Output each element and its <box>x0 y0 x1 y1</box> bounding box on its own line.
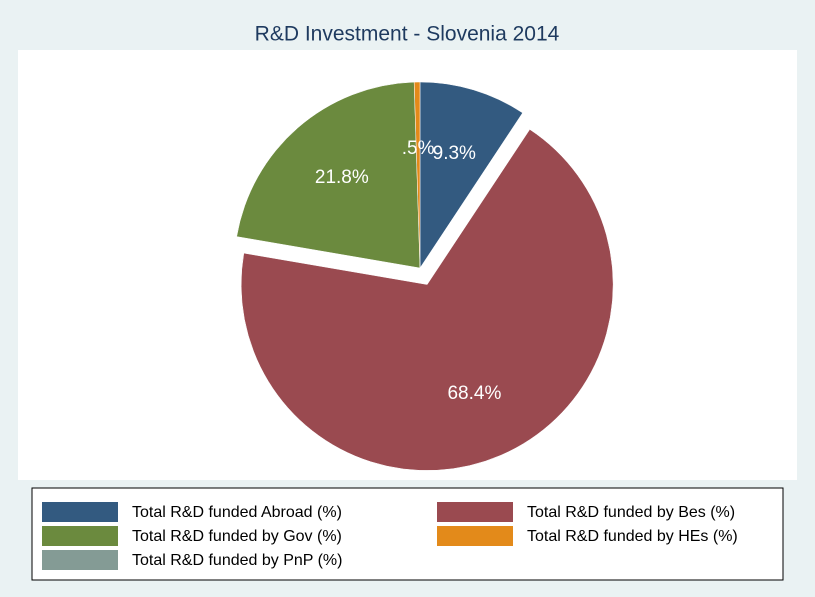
pie-slice <box>419 81 523 269</box>
legend-swatch <box>42 550 118 570</box>
legend-label: Total R&D funded by Gov (%) <box>132 528 342 545</box>
pie-slice <box>236 81 421 269</box>
data-label: 21.8% <box>315 167 369 188</box>
legend-swatch <box>437 526 513 546</box>
legend-label: Total R&D funded by PnP (%) <box>132 552 342 569</box>
data-label: 68.4% <box>447 383 501 404</box>
legend-label: Total R&D funded by HEs (%) <box>527 528 738 545</box>
data-label: 9.3% <box>433 143 476 164</box>
legend-label: Total R&D funded Abroad (%) <box>132 504 342 521</box>
legend-box <box>31 487 784 581</box>
data-label: .5% <box>402 138 435 159</box>
legend-label: Total R&D funded by Bes (%) <box>527 504 735 521</box>
legend-swatch <box>42 526 118 546</box>
pie-slice <box>240 129 614 471</box>
legend-swatch <box>437 502 513 522</box>
pie-slice <box>413 81 421 269</box>
chart-title: R&D Investment - Slovenia 2014 <box>255 23 560 46</box>
legend-swatch <box>42 502 118 522</box>
